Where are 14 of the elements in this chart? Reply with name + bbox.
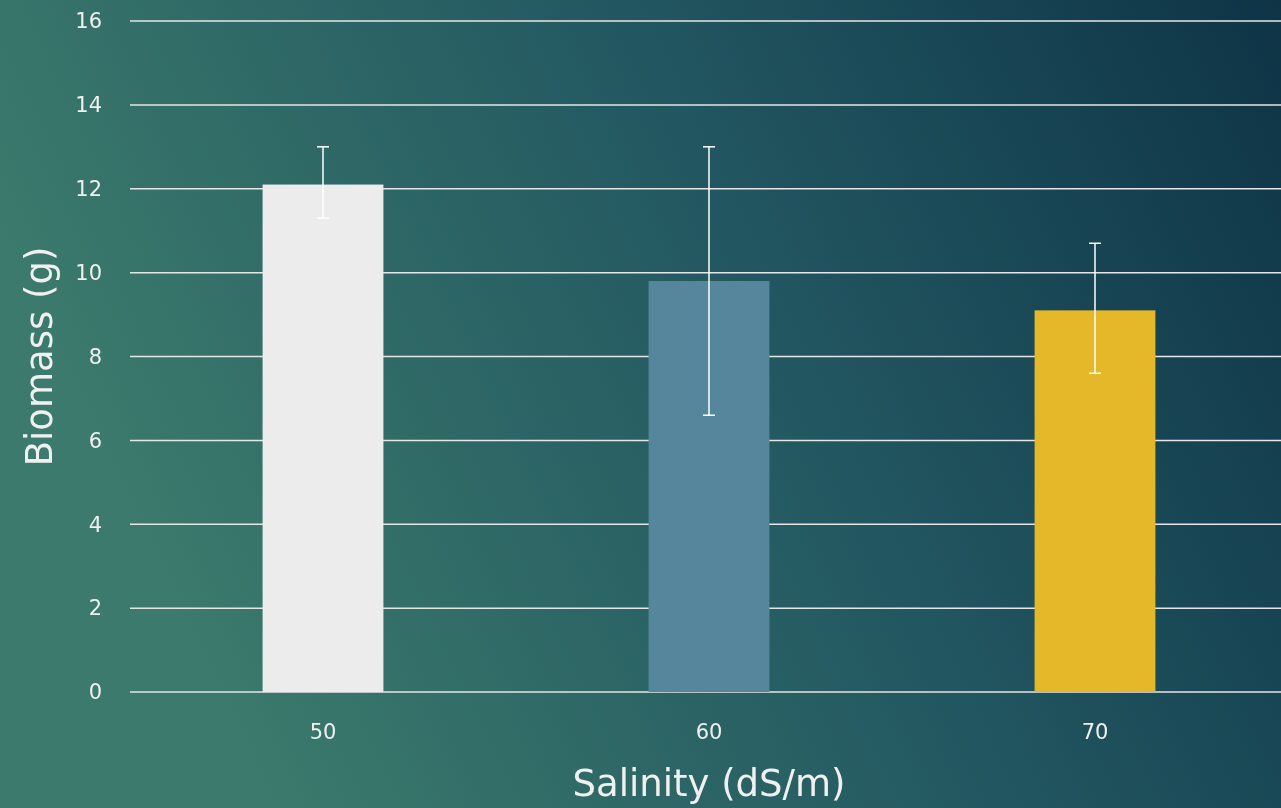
y-tick-label: 12 xyxy=(75,177,102,202)
y-axis-title: Biomass (g) xyxy=(18,246,61,467)
y-tick-label: 0 xyxy=(88,680,102,705)
x-tick-label: 60 xyxy=(695,720,723,744)
y-tick-label: 2 xyxy=(88,596,102,621)
y-tick-label: 14 xyxy=(75,93,102,118)
y-tick-label: 16 xyxy=(75,9,102,34)
y-tick-label: 8 xyxy=(88,344,102,369)
x-tick-label: 70 xyxy=(1081,720,1109,744)
x-axis-title: Salinity (dS/m) xyxy=(572,762,846,805)
x-tick-label: 50 xyxy=(309,720,337,744)
y-tick-label: 10 xyxy=(75,260,102,285)
y-tick-label: 4 xyxy=(88,512,102,537)
y-tick-label: 6 xyxy=(88,428,102,453)
